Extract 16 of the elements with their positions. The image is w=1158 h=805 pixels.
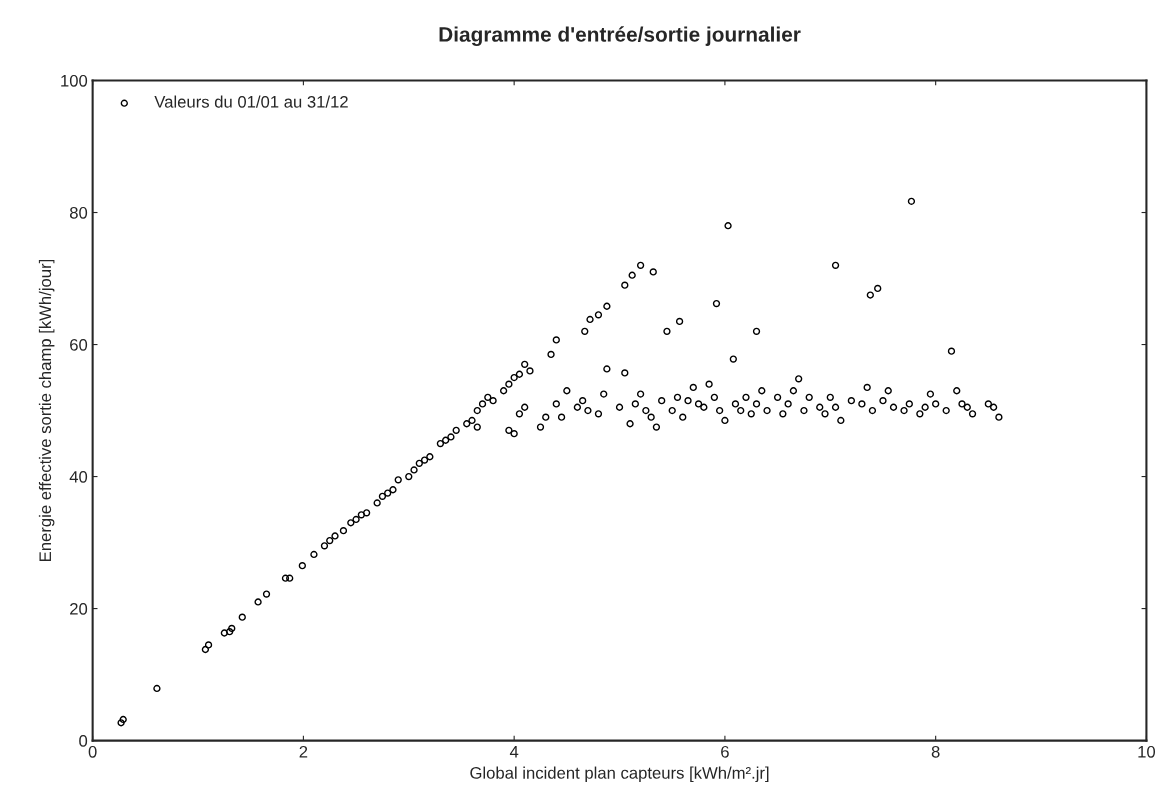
x-tick-label: 8 [931,745,940,758]
chart-title: Diagramme d'entrée/sortie journalier [439,26,801,47]
x-tick-label: 0 [88,745,97,758]
x-tick-label: 10 [1138,745,1156,758]
x-tick-label: 6 [721,745,729,758]
y-tick-label: 20 [70,602,88,615]
x-axis-title: Global incident plan capteurs [kWh/m².jr] [470,766,769,783]
y-tick-label: 60 [70,338,88,351]
y-tick-label: 40 [69,470,88,483]
y-axis-title: Energie effective sortie champ [kWh/jour] [38,259,55,561]
legend-label: Valeurs du 01/01 au 31/12 [154,95,348,108]
x-tick-label: 2 [299,745,308,758]
y-tick-label: 0 [79,735,88,747]
y-tick-label: 80 [69,206,88,219]
y-tick-label: 100 [61,74,88,87]
x-tick-label: 4 [509,746,519,758]
